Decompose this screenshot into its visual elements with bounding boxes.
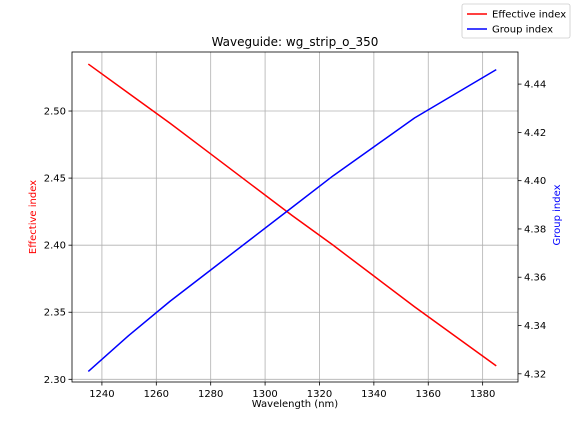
x-tick-label: 1360 bbox=[416, 389, 441, 400]
y-tick-label-right: 4.38 bbox=[524, 224, 546, 235]
legend: Effective index Group index bbox=[461, 3, 571, 39]
ticks: 1240 1260 1280 1300 1320 1340 1360 1380 2.30 2.35… bbox=[44, 80, 547, 400]
y-tick-label-left: 2.30 bbox=[44, 375, 66, 386]
y-tick-label-right: 4.36 bbox=[524, 273, 546, 284]
x-tick-label: 1280 bbox=[198, 389, 223, 400]
legend-label-effective-index: Effective index bbox=[492, 10, 566, 21]
y-tick-label-left: 2.45 bbox=[44, 174, 66, 185]
x-tick-label: 1260 bbox=[144, 389, 169, 400]
y-tick-label-right: 4.34 bbox=[524, 321, 546, 332]
x-tick-label: 1300 bbox=[252, 389, 277, 400]
series-layer bbox=[87, 63, 497, 372]
legend-box bbox=[461, 3, 571, 39]
y-tick-label-right: 4.32 bbox=[524, 369, 546, 380]
legend-label-group-index: Group index bbox=[492, 25, 553, 36]
series-line-effective-index bbox=[87, 63, 497, 367]
x-tick-label: 1340 bbox=[361, 389, 386, 400]
x-tick-label: 1320 bbox=[307, 389, 332, 400]
y-axis-label-left: Effective index bbox=[28, 180, 39, 254]
plot-frame bbox=[71, 51, 519, 383]
y-axis-label-right: Group index bbox=[552, 184, 563, 245]
x-axis-label: Wavelength (nm) bbox=[252, 399, 338, 410]
y-tick-label-right: 4.42 bbox=[524, 128, 546, 139]
y-tick-label-left: 2.50 bbox=[44, 107, 66, 118]
series-line-group-index bbox=[87, 68, 497, 372]
chart-title: Waveguide: wg_strip_o_350 bbox=[212, 35, 379, 49]
grid bbox=[72, 52, 518, 382]
y-tick-label-right: 4.40 bbox=[524, 176, 546, 187]
x-tick-label: 1380 bbox=[470, 389, 495, 400]
y-tick-label-left: 2.35 bbox=[44, 308, 66, 319]
y-tick-label-left: 2.40 bbox=[44, 241, 66, 252]
y-tick-label-right: 4.44 bbox=[524, 80, 546, 91]
x-tick-label: 1240 bbox=[89, 389, 114, 400]
